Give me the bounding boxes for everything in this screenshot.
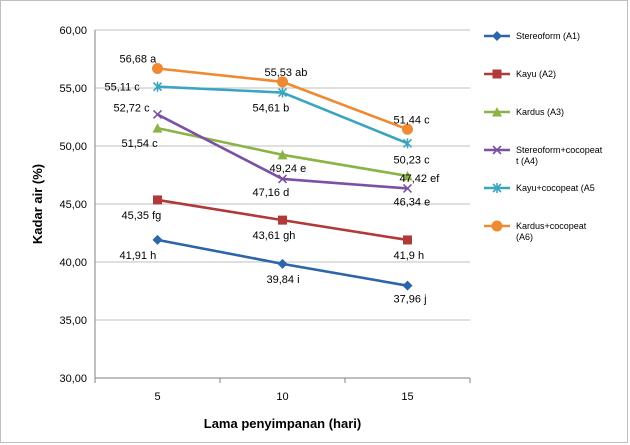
- legend-marker: [492, 107, 502, 117]
- data-label: 54,61 b: [253, 103, 290, 115]
- data-label: 39,84 i: [267, 274, 300, 286]
- data-point: [277, 76, 288, 88]
- legend-item: Kardus (A3): [484, 107, 564, 117]
- y-axis-title: Kadar air (%): [30, 164, 45, 244]
- y-tick-label: 30,00: [59, 373, 87, 385]
- legend-marker: [492, 145, 502, 155]
- x-tick-label: 10: [276, 391, 288, 403]
- data-label: 46,34 e: [394, 196, 431, 208]
- legend-label: Kayu+cocopeat (A5: [516, 183, 595, 193]
- x-tick-label: 5: [154, 391, 160, 403]
- data-point: [278, 215, 287, 225]
- y-tick-label: 60,00: [59, 25, 87, 37]
- y-tick-label: 40,00: [59, 257, 87, 269]
- data-point: [153, 195, 162, 205]
- data-label: 51,44 c: [394, 114, 431, 126]
- legend-label: Kardus+cocopeat: [516, 221, 587, 231]
- data-point: [152, 81, 163, 92]
- legend-marker: [492, 31, 502, 41]
- data-label: 47,42 ef: [400, 173, 441, 185]
- data-label: 56,68 a: [120, 54, 158, 66]
- data-point: [277, 258, 288, 269]
- legend-label: Stereoform (A1): [516, 31, 580, 41]
- data-point: [402, 183, 413, 194]
- y-tick-label: 45,00: [59, 199, 87, 211]
- data-label: 55,11 c: [105, 82, 141, 94]
- data-point: [152, 234, 163, 245]
- legend-label: Kardus (A3): [516, 107, 564, 117]
- data-label: 51,54 c: [122, 138, 159, 150]
- data-point: [152, 109, 163, 120]
- legend-item: Kardus+cocopeat(A6): [484, 220, 587, 242]
- legend-label: t (A4): [516, 156, 538, 166]
- data-point: [402, 123, 413, 135]
- data-label: 52,72 c: [114, 102, 151, 114]
- data-label: 43,61 gh: [253, 230, 296, 242]
- y-tick-label: 55,00: [59, 83, 87, 95]
- data-point: [402, 138, 413, 149]
- legend-marker: [492, 69, 502, 79]
- data-label: 55,53 ab: [265, 67, 308, 79]
- data-point: [277, 149, 288, 160]
- y-tick-label: 35,00: [59, 315, 87, 327]
- legend-item: Kayu+cocopeat (A5: [484, 183, 595, 193]
- data-point: [277, 87, 288, 98]
- legend-marker: [492, 183, 502, 193]
- x-tick-label: 15: [401, 391, 413, 403]
- data-label: 49,24 e: [270, 163, 307, 175]
- legend-label: Stereoform+cocopeat: [516, 145, 603, 155]
- data-label: 45,35 fg: [122, 210, 162, 222]
- y-tick-label: 50,00: [59, 141, 87, 153]
- legend-marker: [491, 220, 503, 232]
- legend-label: (A6): [516, 232, 533, 242]
- data-label: 41,91 h: [120, 250, 157, 262]
- data-point: [402, 280, 413, 291]
- x-axis-title: Lama penyimpanan (hari): [204, 416, 361, 431]
- legend-item: Stereoform (A1): [484, 31, 580, 41]
- data-label: 41,9 h: [394, 250, 425, 262]
- data-point: [152, 63, 163, 75]
- legend-item: Kayu (A2): [484, 69, 556, 79]
- data-point: [403, 235, 412, 245]
- legend-label: Kayu (A2): [516, 69, 556, 79]
- data-label: 50,23 c: [394, 154, 431, 166]
- data-label: 37,96 j: [394, 294, 427, 306]
- data-label: 47,16 d: [253, 187, 290, 199]
- data-point: [277, 174, 288, 184]
- data-point: [152, 123, 163, 133]
- data-point: [402, 170, 413, 181]
